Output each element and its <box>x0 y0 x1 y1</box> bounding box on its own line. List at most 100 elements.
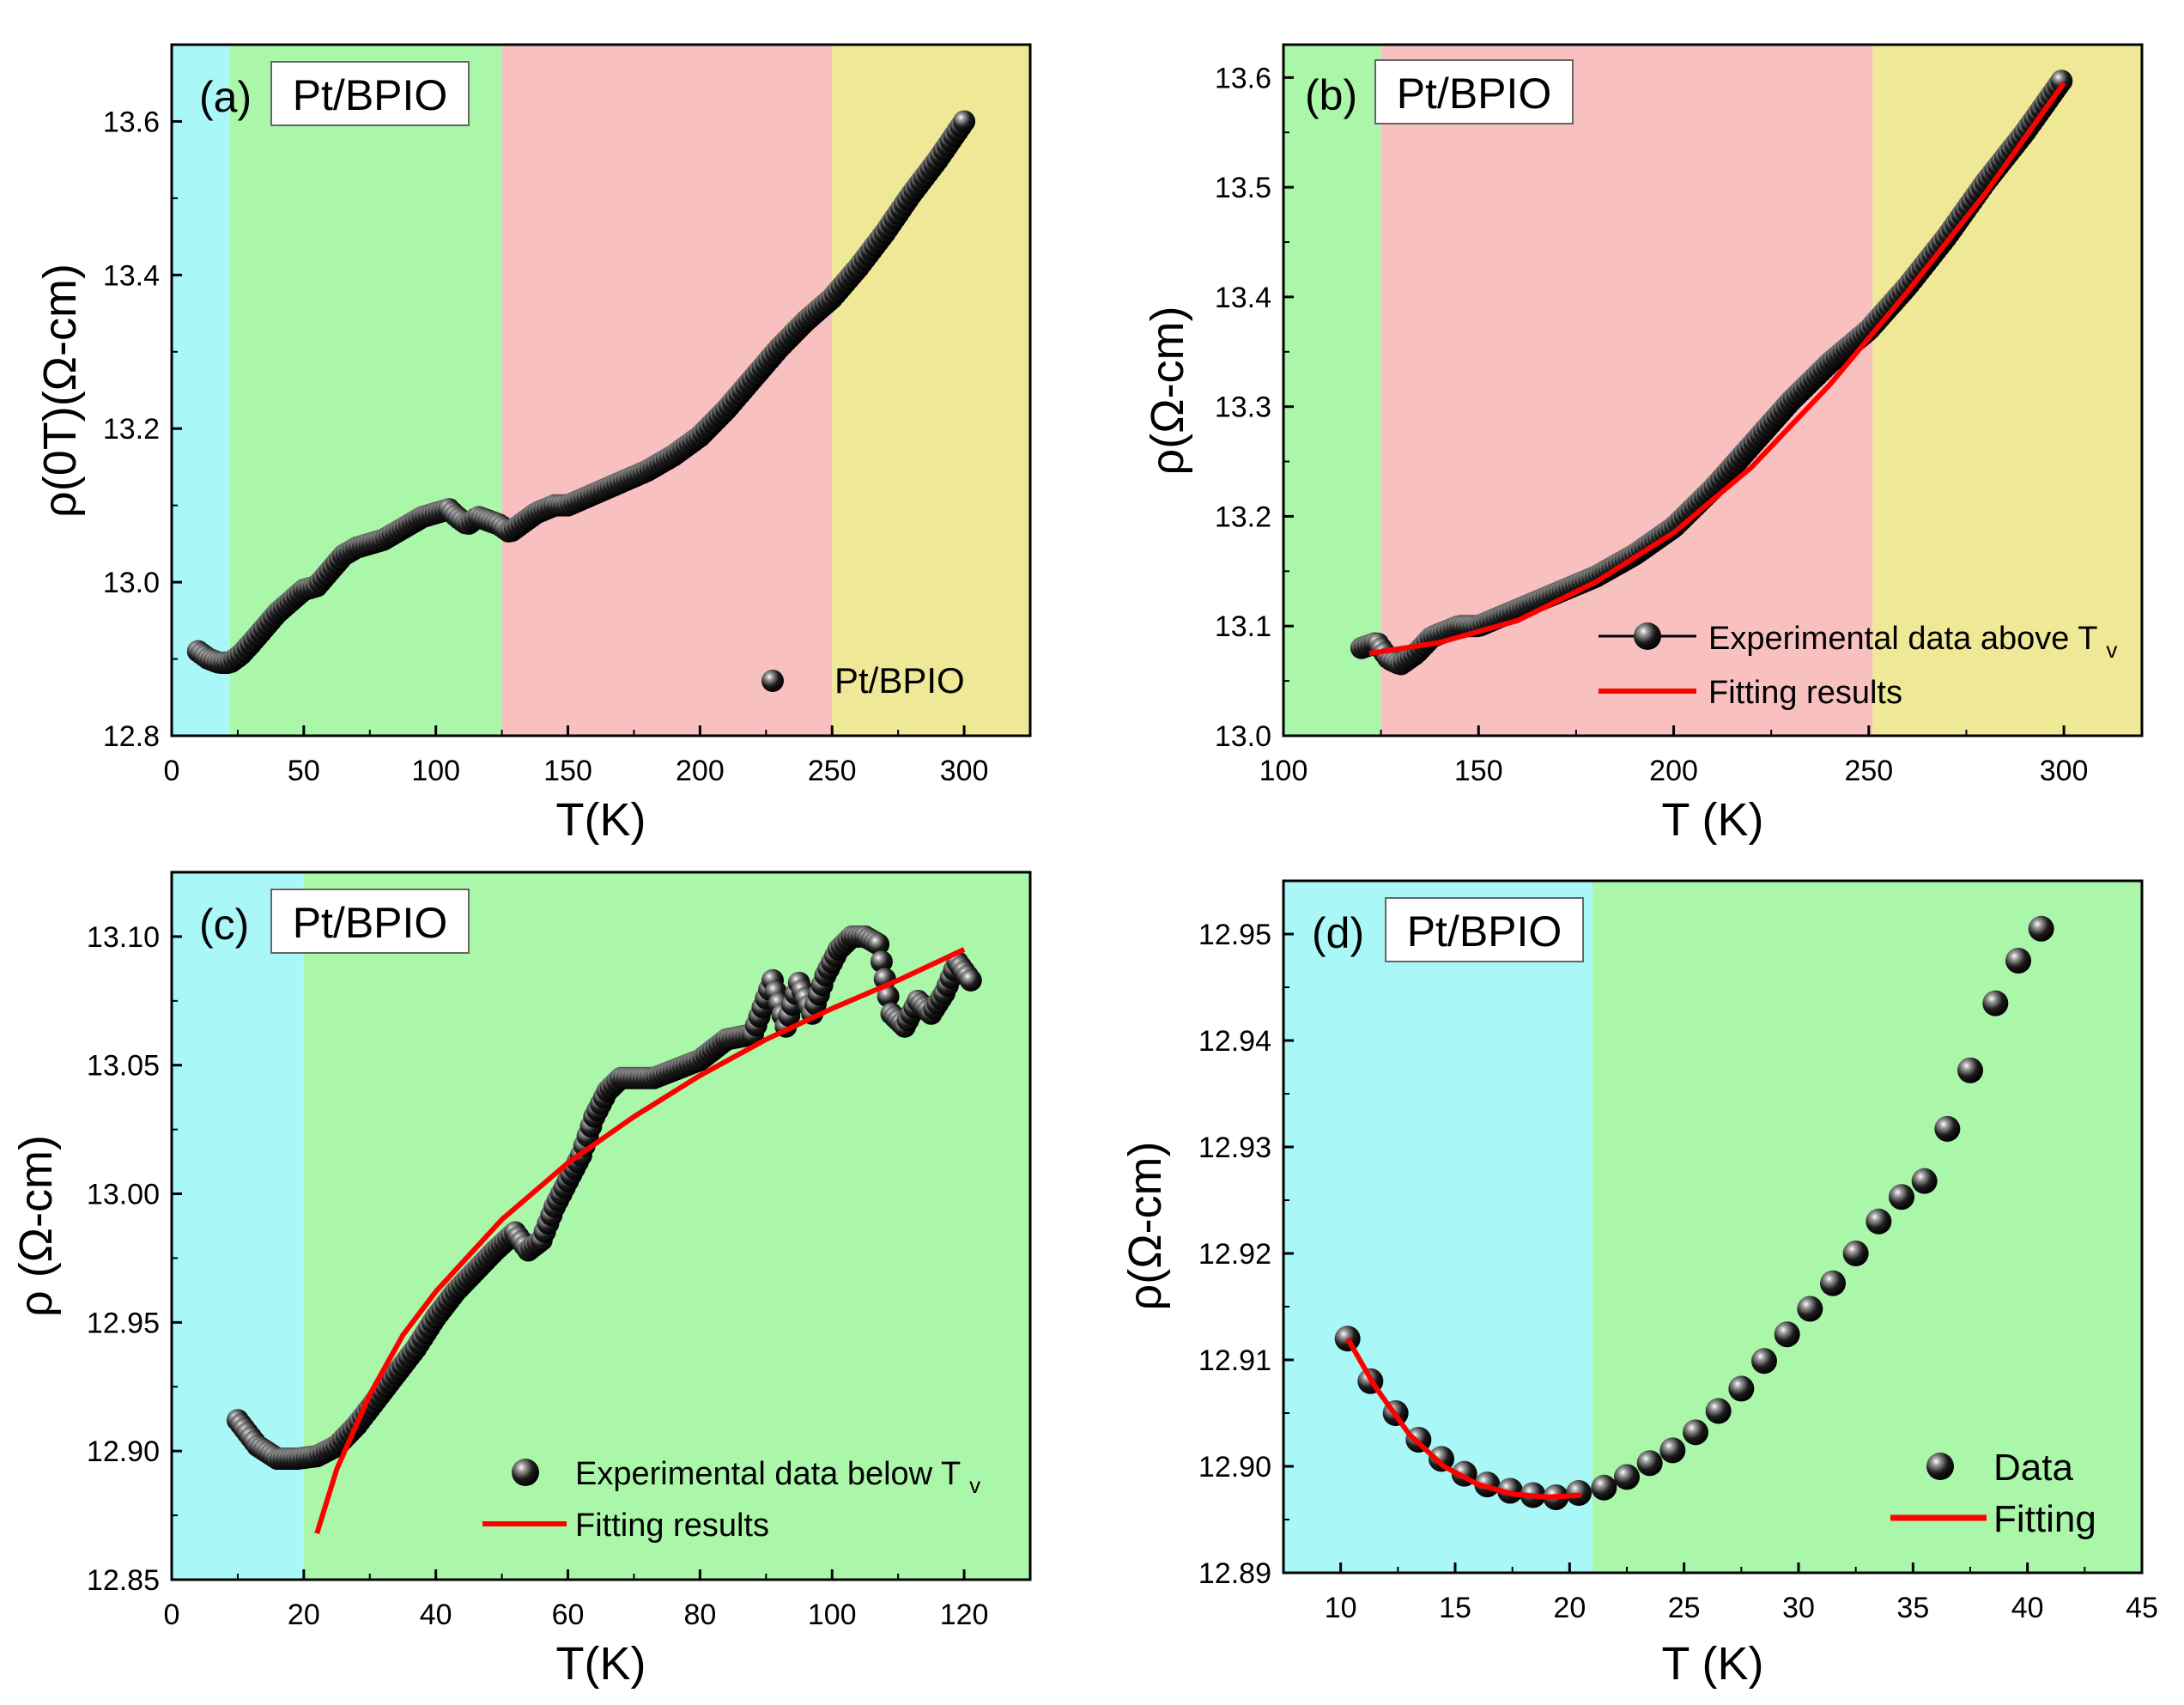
panel-b-legend-label-2: Fitting results <box>1708 675 1902 711</box>
panel-c-ytick-label: 12.95 <box>87 1307 160 1339</box>
panel-c-ticks: 0 20 40 60 80 100 120 12.85 12.90 12.95 13.00 13.05… <box>87 921 989 1631</box>
panel-b-ytick-label: 13.0 <box>1215 720 1271 753</box>
panel-d-data-point <box>1889 1184 1914 1210</box>
panel-c-xtick-label: 120 <box>940 1599 989 1631</box>
panel-d-data-point <box>2028 915 2054 942</box>
panel-b-letter: (b) <box>1305 71 1357 119</box>
panel-b-sample-box <box>1374 59 1574 124</box>
panel-c-regions <box>172 872 1030 1580</box>
panel-b-xtick-label: 150 <box>1454 755 1503 787</box>
panel-c-xtick-label: 0 <box>164 1599 180 1631</box>
panel-a-xtick-label: 100 <box>411 755 460 787</box>
panel-d-xtick-label: 35 <box>1896 1592 1929 1624</box>
panel-b-ytick-label: 13.5 <box>1215 172 1271 204</box>
panel-b-frame <box>1282 43 2144 737</box>
panel-d-ytick-label: 12.91 <box>1198 1344 1271 1377</box>
panel-c-xtick-label: 80 <box>683 1599 716 1631</box>
panel-d-ytick-label: 12.94 <box>1198 1025 1271 1058</box>
panel-a-region-3 <box>832 45 1030 736</box>
panel-a-ticks: 0 50 100 150 200 250 300 12.8 13.0 13.2 13.4 13.6 <box>103 106 989 787</box>
panel-b-xlabel: T (K) <box>1662 794 1764 846</box>
panel-d-tag: (d) Pt/BPIO <box>1312 897 1584 962</box>
panel-b-ticks: 100 150 200 250 300 13.0 13.1 13.2 13.3 13.4 13.5 1… <box>1215 62 2089 787</box>
panel-c-region-1 <box>303 872 1030 1580</box>
panel-c-xtick-label: 40 <box>420 1599 452 1631</box>
panel-d-ytick-label: 12.89 <box>1198 1557 1271 1590</box>
panel-d-fit-line <box>1345 1337 1581 1500</box>
panel-b: 100 150 200 250 300 13.0 13.1 13.2 13.3 13.4 13.5 1… <box>1142 43 2144 846</box>
panel-b-xtick-label: 250 <box>1844 755 1893 787</box>
panel-a-region-0 <box>172 45 230 736</box>
panel-a-xtick-label: 0 <box>164 755 180 787</box>
panel-d-data-point <box>1751 1348 1777 1374</box>
panel-a-frame <box>170 43 1032 737</box>
panel-d-data-point <box>1842 1241 1869 1266</box>
panel-d-data-point <box>1957 1057 1983 1083</box>
panel-b-data-point <box>2050 70 2073 93</box>
panel-c-ylabel: ρ (Ω-cm) <box>10 1135 62 1317</box>
panel-d-data-point <box>1614 1464 1640 1490</box>
panel-d-data-point <box>1982 990 2009 1016</box>
panel-d-ytick-label: 12.92 <box>1198 1238 1271 1271</box>
panel-c-series <box>226 925 982 1534</box>
panel-c-xtick-label: 100 <box>808 1599 857 1631</box>
panel-b-ytick-label: 13.6 <box>1215 62 1271 94</box>
panel-d-data-point <box>1429 1446 1454 1472</box>
panel-d-data-point <box>1774 1321 1800 1348</box>
panel-b-xtick-label: 200 <box>1649 755 1698 787</box>
panel-a-xtick-label: 250 <box>808 755 857 787</box>
panel-a: 0 50 100 150 200 250 300 12.8 13.0 13.2 13.4 13.6 (… <box>34 43 1032 846</box>
panel-c-frame <box>170 871 1032 1581</box>
panel-b-legend: Experimental data above T v Fitting resu… <box>1599 621 2117 711</box>
panel-d-data-point <box>1911 1168 1938 1194</box>
panel-c-legend-marker-1 <box>512 1459 539 1486</box>
panel-d-series <box>1334 915 2054 1510</box>
panel-d-ylabel: ρ(Ω-cm) <box>1119 1141 1171 1310</box>
panel-a-xtick-label: 200 <box>676 755 725 787</box>
panel-d-sample-box <box>1385 897 1584 962</box>
panel-b-series <box>1350 70 2073 676</box>
panel-c-xlabel: T(K) <box>556 1638 646 1690</box>
panel-a-ytick-label: 13.0 <box>103 567 160 599</box>
panel-c-legend-label-1: Experimental data below T v <box>575 1456 980 1498</box>
panel-d-xtick-label: 20 <box>1553 1592 1586 1624</box>
panel-a-ytick-label: 13.6 <box>103 106 160 138</box>
panel-d: 10 15 20 25 30 35 40 45 12.89 12.90 12.91 12.92 12.9… <box>1119 879 2158 1690</box>
panel-c-data-point <box>877 985 900 1008</box>
panel-d-data-point <box>1591 1474 1617 1501</box>
panel-d-data-point <box>1334 1326 1361 1352</box>
panel-c-ytick-label: 13.10 <box>87 921 160 954</box>
panel-c: 0 20 40 60 80 100 120 12.85 12.90 12.95 13.00 13.05… <box>10 871 1032 1690</box>
panel-a-xtick-label: 300 <box>940 755 989 787</box>
panel-d-legend-label-1: Data <box>1993 1447 2073 1489</box>
panel-d-ytick-label: 12.90 <box>1198 1451 1271 1484</box>
panel-a-ytick-label: 12.8 <box>103 720 160 753</box>
panel-d-data-point <box>1683 1419 1708 1446</box>
panel-d-legend-label-2: Fitting <box>1993 1498 2096 1540</box>
panel-c-data-point <box>870 950 893 974</box>
panel-a-sample-label: Pt/BPIO <box>293 71 448 119</box>
panel-b-ytick-label: 13.2 <box>1215 501 1271 533</box>
panel-d-xtick-label: 40 <box>2011 1592 2044 1624</box>
panel-d-data-point <box>1797 1295 1823 1322</box>
panel-a-ytick-label: 13.4 <box>103 259 160 292</box>
panel-d-data-point <box>1659 1437 1686 1464</box>
panel-a-letter: (a) <box>199 73 252 121</box>
panel-c-data-point <box>959 968 982 992</box>
panel-a-ytick-label: 13.2 <box>103 413 160 446</box>
panel-d-ytick-label: 12.93 <box>1198 1132 1271 1164</box>
panel-a-data-point <box>953 110 976 133</box>
panel-b-xtick-label: 100 <box>1259 755 1308 787</box>
panel-c-xtick-label: 20 <box>288 1599 320 1631</box>
panel-c-tag: (c) Pt/BPIO <box>199 889 470 954</box>
panel-d-regions <box>1283 881 2142 1573</box>
panel-b-ytick-label: 13.4 <box>1215 282 1271 314</box>
panel-c-letter: (c) <box>199 901 249 949</box>
panel-d-xtick-label: 45 <box>2126 1592 2158 1624</box>
panel-a-tag: (a) Pt/BPIO <box>199 61 470 126</box>
panel-c-ytick-label: 12.85 <box>87 1564 160 1597</box>
panel-c-region-0 <box>172 872 304 1580</box>
panel-d-data-point <box>1934 1115 1961 1142</box>
panel-b-tag: (b) Pt/BPIO <box>1305 59 1574 124</box>
